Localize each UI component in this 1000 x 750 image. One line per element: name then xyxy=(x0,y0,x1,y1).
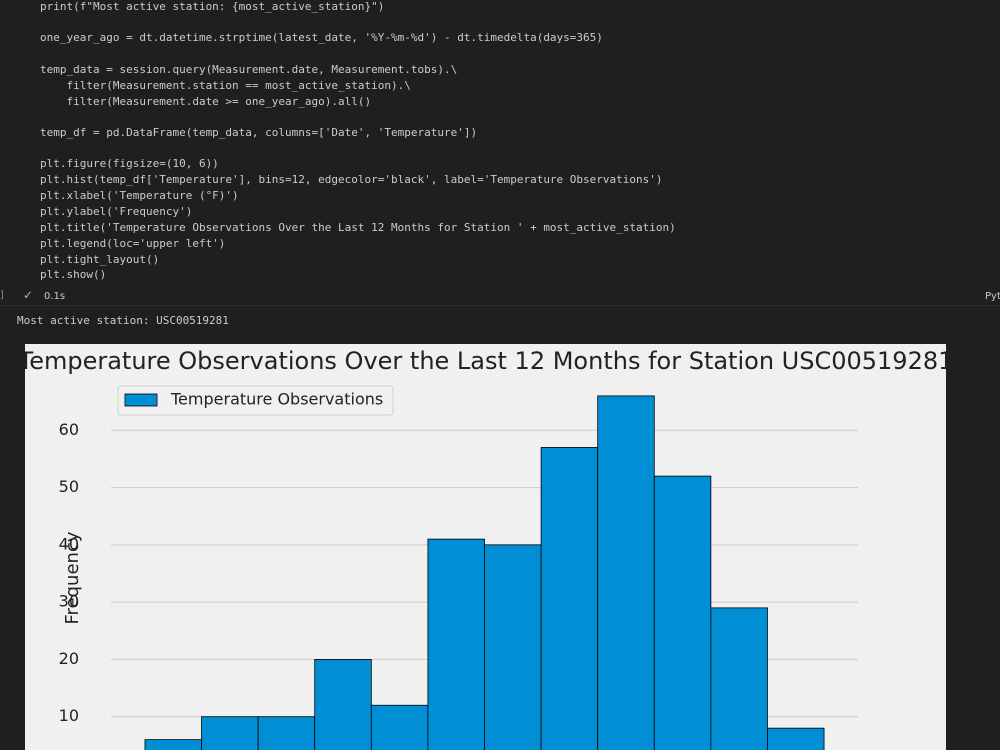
chart: Temperature Observations Over the Last 1… xyxy=(25,344,946,750)
code-line: filter(Measurement.station == most_activ… xyxy=(40,79,411,92)
code-line: plt.tight_layout() xyxy=(40,253,160,266)
kernel-label[interactable]: Pyth xyxy=(985,291,1000,302)
code-line: plt.show() xyxy=(40,268,107,281)
legend-box xyxy=(117,385,394,416)
histogram-bar xyxy=(597,395,655,750)
code-line: plt.xlabel('Temperature (°F)') xyxy=(40,189,239,202)
chart-title: Temperature Observations Over the Last 1… xyxy=(25,347,946,375)
histogram-bar xyxy=(257,716,316,750)
histogram-bar xyxy=(767,727,825,750)
code-line: print(f"Most active station: {most_activ… xyxy=(40,0,385,13)
exec-time: 0.1s xyxy=(44,291,66,302)
legend: Temperature Observations xyxy=(117,385,394,416)
code-line: plt.hist(temp_df['Temperature'], bins=12… xyxy=(40,173,663,186)
histogram-bar xyxy=(144,739,202,750)
histogram-bar xyxy=(540,447,599,750)
histogram-bar xyxy=(427,538,485,750)
y-tick-label: 20 xyxy=(59,649,79,668)
histogram-bar xyxy=(710,607,768,750)
check-icon: ✓ xyxy=(23,288,34,302)
bars xyxy=(144,395,825,750)
legend-label: Temperature Observations xyxy=(170,390,383,409)
output-text: Most active station: USC00519281 xyxy=(17,314,229,327)
code-line: plt.ylabel('Frequency') xyxy=(40,205,193,218)
y-axis-label: Frequency xyxy=(62,531,83,624)
y-tick-label: 50 xyxy=(59,477,79,496)
histogram-bar xyxy=(370,704,429,750)
y-tick-label: 10 xyxy=(59,706,79,725)
code-line: filter(Measurement.date >= one_year_ago)… xyxy=(40,95,372,108)
cell-bracket: ] xyxy=(0,290,4,301)
code-line: plt.figure(figsize=(10, 6)) xyxy=(40,157,219,170)
histogram-bar xyxy=(653,475,712,750)
y-tick-label: 40 xyxy=(59,534,79,553)
code-line: temp_data = session.query(Measurement.da… xyxy=(40,63,458,76)
code-cell[interactable]: print(f"Most active station: {most_activ… xyxy=(0,0,1000,306)
histogram-bar xyxy=(314,659,372,750)
y-tick-label: 60 xyxy=(59,420,79,439)
code-line: plt.legend(loc='upper left') xyxy=(40,237,226,250)
legend-swatch xyxy=(124,393,158,407)
histogram-bar xyxy=(201,716,259,750)
code-line: one_year_ago = dt.datetime.strptime(late… xyxy=(40,31,603,44)
code-line: temp_df = pd.DataFrame(temp_data, column… xyxy=(40,126,478,139)
y-tick-label: 30 xyxy=(59,592,79,611)
code-line: plt.title('Temperature Observations Over… xyxy=(40,221,676,234)
histogram-bar xyxy=(484,544,542,750)
cell-status: ] ✓ 0.1s Pyth xyxy=(0,288,1000,306)
